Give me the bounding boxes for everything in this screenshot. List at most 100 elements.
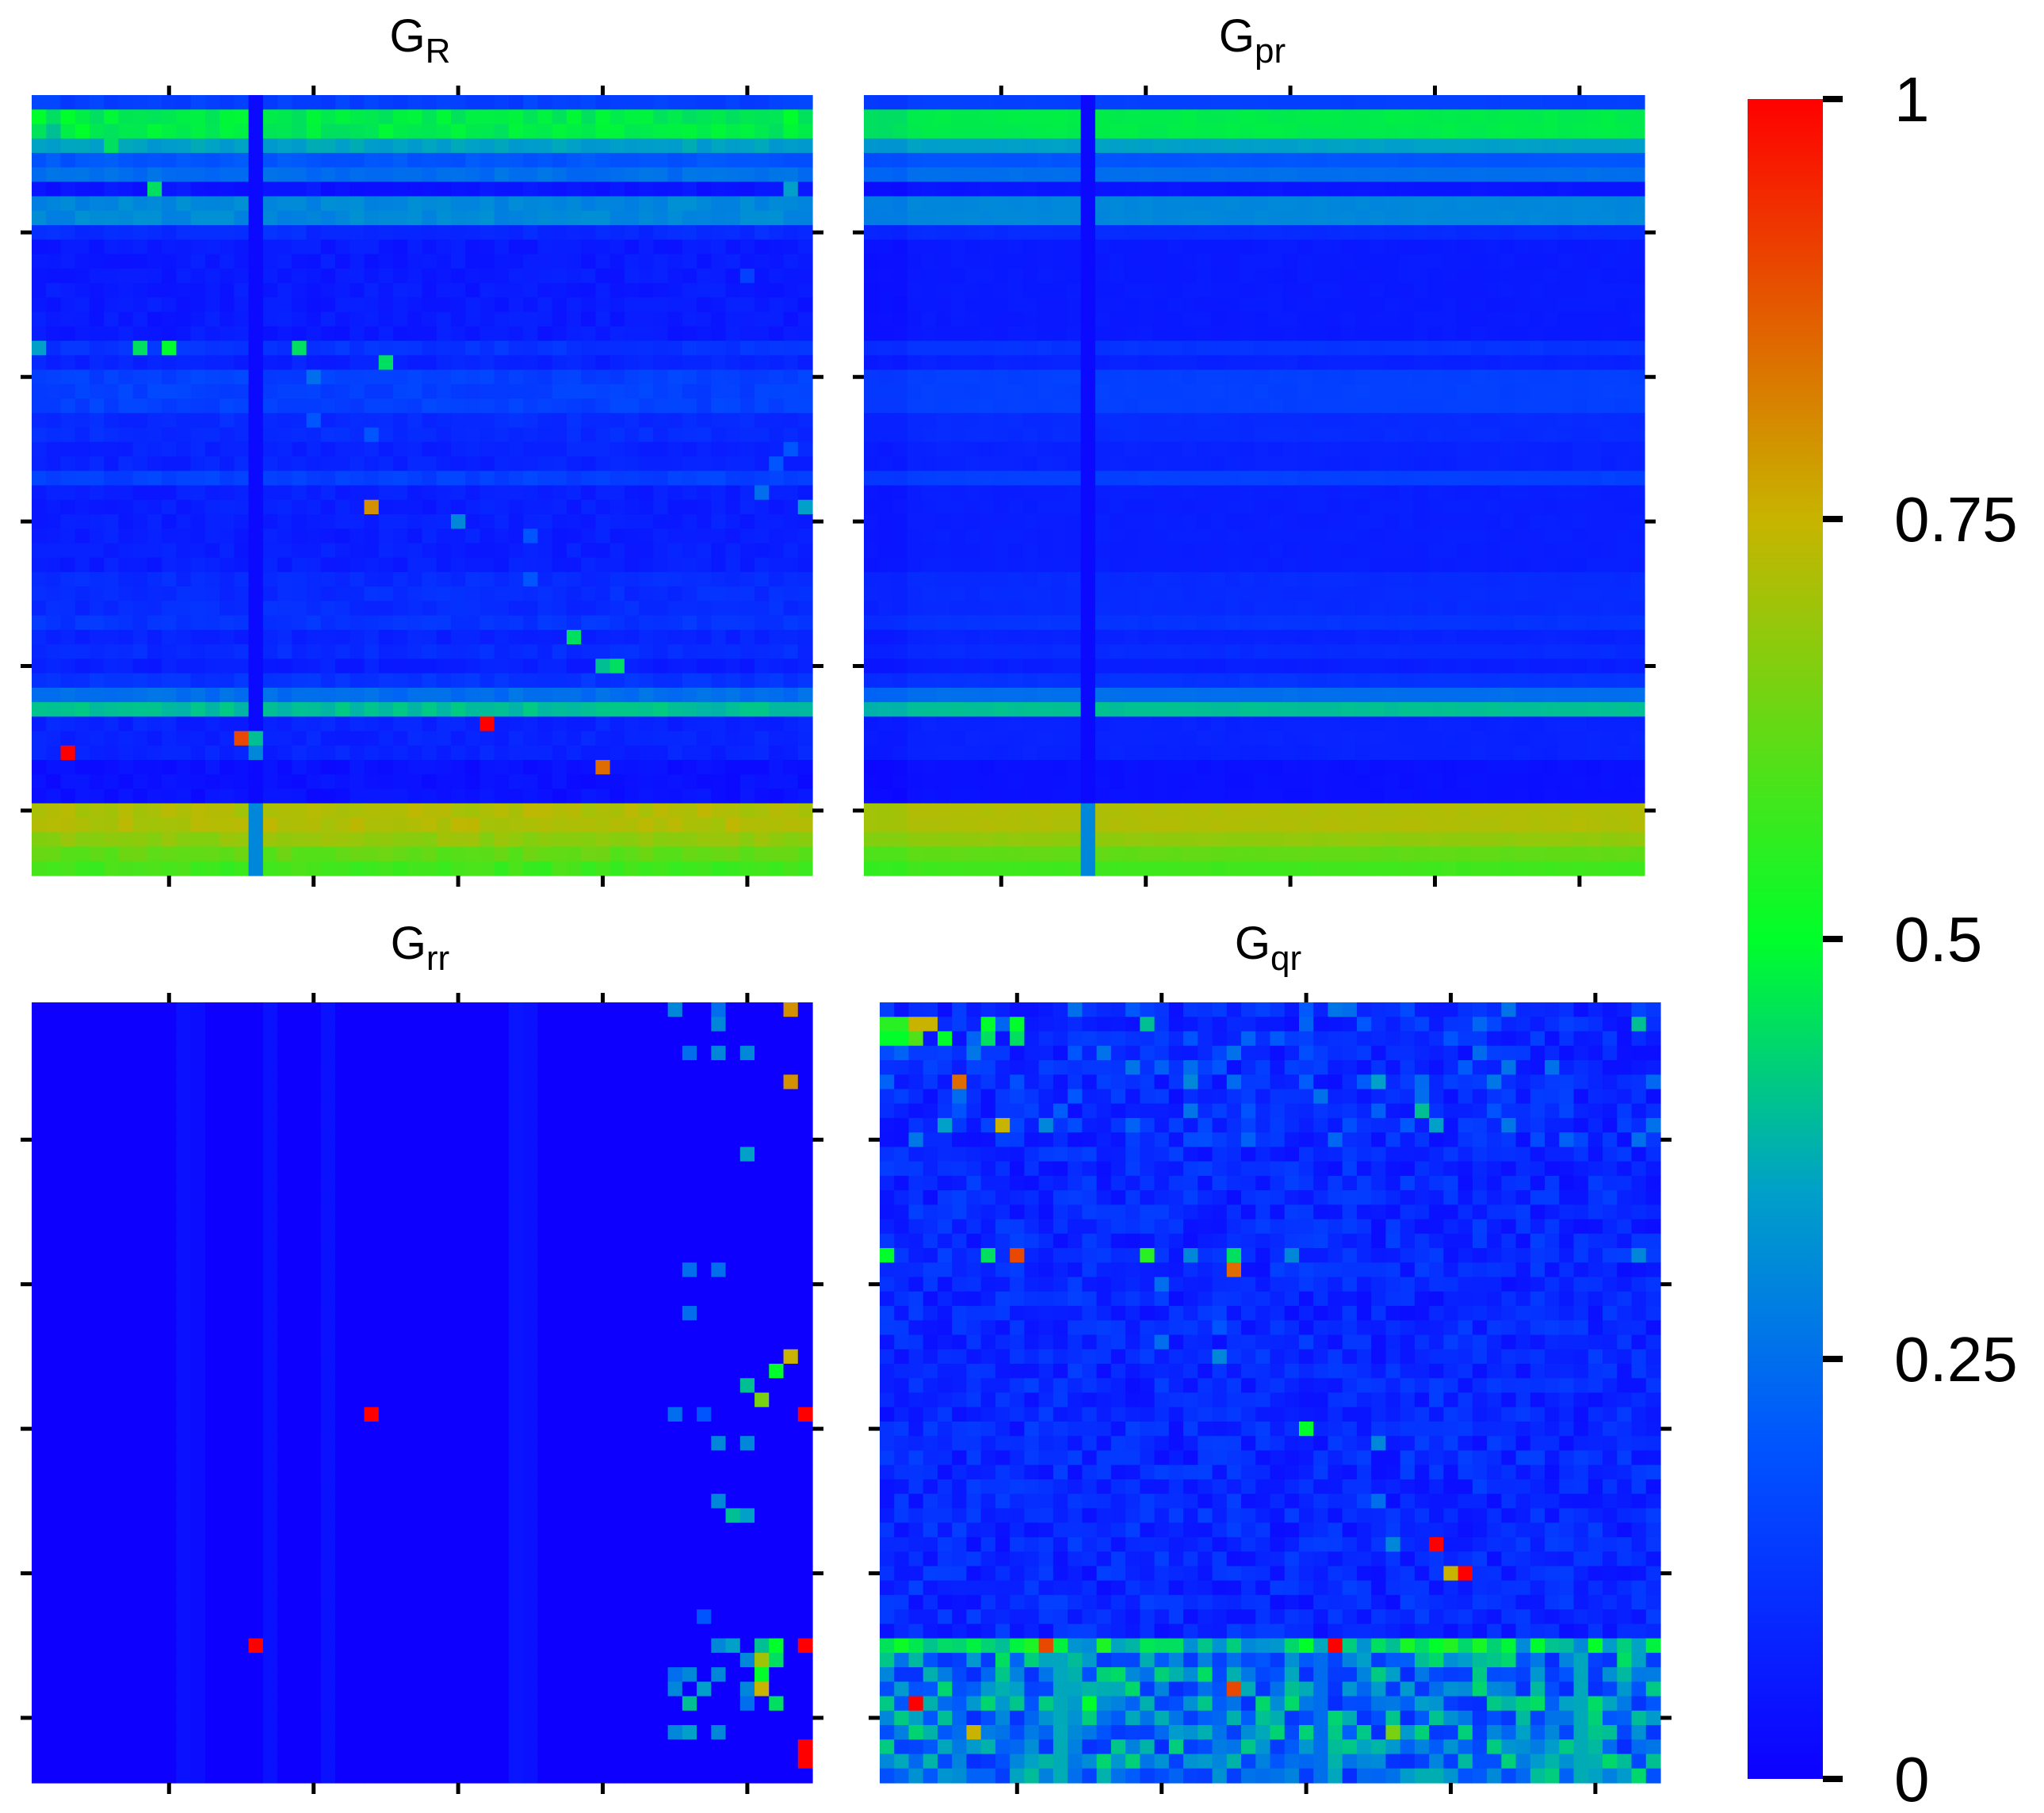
- heatmap-cell: [1124, 297, 1140, 313]
- heatmap-cell: [220, 673, 235, 689]
- heatmap-cell: [1485, 109, 1501, 125]
- heatmap-cell: [60, 268, 76, 284]
- heatmap-cell: [609, 601, 625, 616]
- heatmap-cell: [1514, 225, 1530, 241]
- heatmap-cell: [1572, 557, 1587, 573]
- heatmap-cell: [609, 239, 625, 255]
- heatmap-cell: [725, 485, 741, 501]
- heatmap-cell: [1427, 384, 1443, 399]
- heatmap-cell: [422, 543, 437, 559]
- heatmap-cell: [1110, 499, 1125, 515]
- heatmap-cell: [508, 109, 524, 125]
- heatmap-cell: [262, 861, 278, 876]
- heatmap-cell: [552, 601, 567, 616]
- heatmap-cell: [1442, 499, 1458, 515]
- heatmap-cell: [1601, 369, 1617, 385]
- heatmap-cell: [739, 210, 755, 226]
- heatmap-cell: [277, 818, 292, 833]
- heatmap-cell: [1398, 529, 1414, 544]
- heatmap-cell: [104, 326, 120, 342]
- heatmap-cell: [204, 181, 220, 197]
- heatmap-cell: [552, 571, 567, 587]
- heatmap-cell: [1297, 586, 1313, 602]
- heatmap-cell: [176, 513, 192, 529]
- heatmap-cell: [190, 731, 206, 746]
- heatmap-cell: [335, 399, 350, 414]
- heatmap-cell: [1225, 311, 1240, 327]
- heatmap-cell: [864, 326, 879, 342]
- heatmap-cell: [783, 485, 799, 501]
- heatmap-cell: [292, 629, 308, 645]
- heatmap-cell: [306, 846, 322, 862]
- heatmap-cell: [697, 95, 712, 110]
- heatmap-cell: [566, 355, 582, 371]
- heatmap-cell: [132, 254, 148, 269]
- heatmap-cell: [147, 658, 162, 674]
- heatmap-cell: [147, 788, 162, 804]
- heatmap-cell: [1182, 543, 1198, 559]
- heatmap-cell: [725, 311, 741, 327]
- heatmap-cell: [1572, 571, 1587, 587]
- heatmap-cell: [1282, 629, 1298, 645]
- heatmap-cell: [965, 254, 980, 269]
- heatmap-cell: [1240, 513, 1255, 529]
- heatmap-cell: [1355, 485, 1371, 501]
- heatmap-cell: [609, 716, 625, 732]
- heatmap-cell: [508, 760, 524, 775]
- heatmap-cell: [1340, 586, 1356, 602]
- heatmap-cell: [204, 384, 220, 399]
- heatmap-cell: [1095, 95, 1110, 110]
- heatmap-cell: [1514, 629, 1530, 645]
- heatmap-cell: [797, 471, 813, 487]
- heatmap-cell: [1138, 311, 1154, 327]
- heatmap-cell: [797, 629, 813, 645]
- heatmap-cell: [783, 413, 799, 429]
- heatmap-cell: [104, 441, 120, 457]
- heatmap-cell: [537, 399, 553, 414]
- heatmap-cell: [422, 629, 437, 645]
- heatmap-cell: [537, 297, 553, 313]
- heatmap-cell: [1210, 167, 1226, 183]
- heatmap-cell: [1587, 283, 1602, 298]
- heatmap-cell: [523, 788, 539, 804]
- heatmap-cell: [552, 673, 567, 689]
- heatmap-cell: [350, 861, 365, 876]
- heatmap-cell: [465, 456, 481, 471]
- heatmap-cell: [725, 413, 741, 429]
- heatmap-cell: [75, 471, 90, 487]
- heatmap-cell: [783, 529, 799, 544]
- heatmap-cell: [1312, 138, 1328, 154]
- heatmap-cell: [262, 745, 278, 761]
- heatmap-cell: [248, 196, 264, 212]
- heatmap-cell: [892, 167, 908, 183]
- heatmap-cell: [104, 774, 120, 790]
- heatmap-cell: [132, 341, 148, 356]
- heatmap-cell: [609, 355, 625, 371]
- heatmap-cell: [797, 239, 813, 255]
- heatmap-cell: [1167, 355, 1182, 371]
- heatmap-cell: [1427, 441, 1443, 457]
- heatmap-cell: [479, 485, 495, 501]
- heatmap-cell: [1370, 499, 1385, 515]
- heatmap-cell: [682, 716, 697, 732]
- heatmap-cell: [46, 716, 62, 732]
- heatmap-cell: [755, 485, 770, 501]
- heatmap-cell: [936, 225, 952, 241]
- heatmap-cell: [595, 702, 611, 717]
- heatmap-cell: [711, 485, 727, 501]
- heatmap-cell: [639, 774, 654, 790]
- heatmap-cell: [450, 716, 466, 732]
- heatmap-cell: [248, 557, 264, 573]
- heatmap-cell: [494, 355, 510, 371]
- heatmap-cell: [292, 571, 308, 587]
- heatmap-cell: [1601, 167, 1617, 183]
- heatmap-cell: [1167, 629, 1182, 645]
- heatmap-cell: [725, 441, 741, 457]
- heatmap-cell: [725, 702, 741, 717]
- heatmap-cell: [537, 181, 553, 197]
- heatmap-cell: [508, 557, 524, 573]
- heatmap-cell: [653, 586, 669, 602]
- heatmap-cell: [378, 731, 394, 746]
- heatmap-cell: [1370, 326, 1385, 342]
- heatmap-cell: [1340, 239, 1356, 255]
